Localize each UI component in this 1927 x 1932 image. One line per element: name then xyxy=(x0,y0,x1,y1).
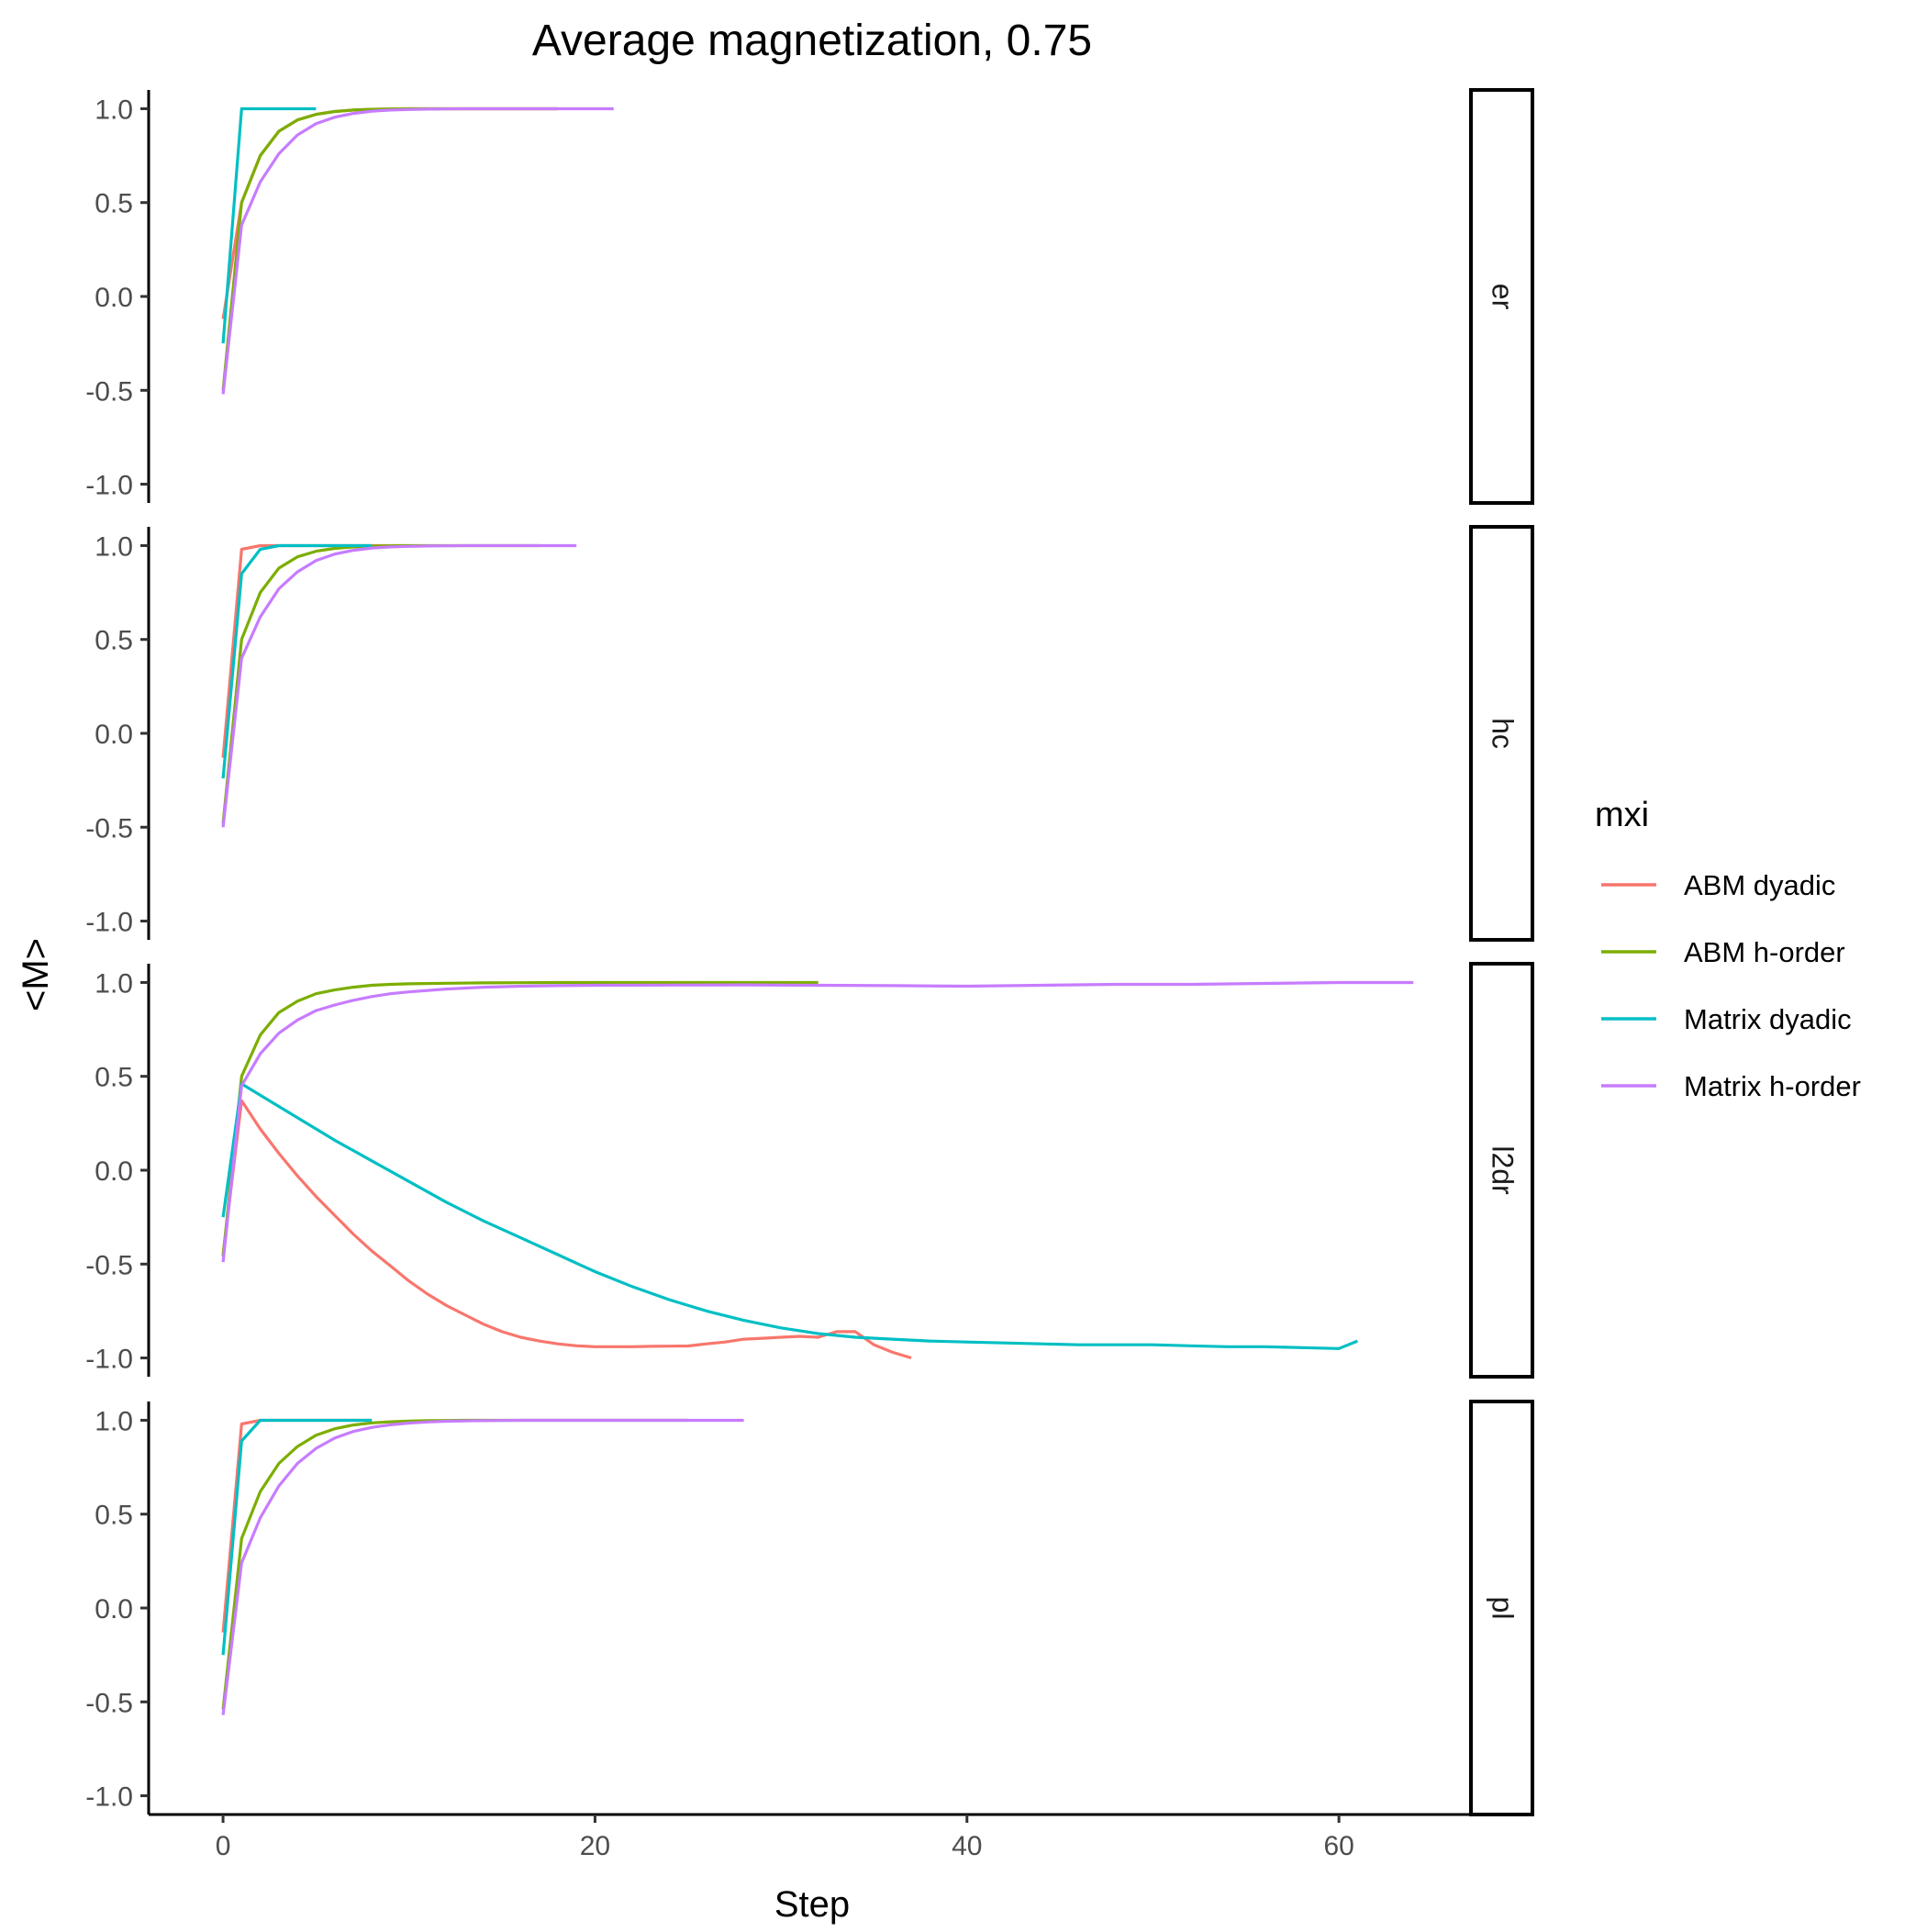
series-line-abm-h-order xyxy=(221,980,819,1257)
legend-label: ABM h-order xyxy=(1684,936,1845,968)
facet-strip-label: pl xyxy=(1487,1597,1520,1620)
y-tick-label: 1.0 xyxy=(95,1406,133,1436)
series-line-matrix-h-order xyxy=(221,980,1414,1263)
series-line-matrix-dyadic xyxy=(221,1082,1358,1350)
y-tick-label: 0.5 xyxy=(95,626,133,656)
y-tick-label: -0.5 xyxy=(85,1250,133,1280)
legend-label: ABM dyadic xyxy=(1684,869,1835,901)
legend-title: mxi xyxy=(1595,796,1649,834)
x-tick-label: 0 xyxy=(216,1831,231,1861)
y-tick-label: 1.0 xyxy=(95,531,133,562)
y-tick-label: 0.5 xyxy=(95,189,133,219)
y-tick-label: 0.5 xyxy=(95,1063,133,1093)
y-tick-label: 0.0 xyxy=(95,283,133,313)
facet-panel-hc: -1.0 -0.5 0.0 0.5 1.0 hc xyxy=(85,525,1534,942)
legend-label: Matrix h-order xyxy=(1684,1070,1861,1102)
y-tick-label: -0.5 xyxy=(85,813,133,843)
series-line-matrix-h-order xyxy=(221,1418,744,1715)
chart-title: Average magnetization, 0.75 xyxy=(532,17,1092,65)
facet-panel-er: -1.0 -0.5 0.0 0.5 1.0 er xyxy=(85,88,1534,505)
facet-strip-label: hc xyxy=(1487,718,1520,749)
y-tick-label: 1.0 xyxy=(95,968,133,999)
facet-strip-label: l2dr xyxy=(1487,1145,1520,1195)
facet-strip-label: er xyxy=(1487,284,1520,310)
y-tick-label: 1.0 xyxy=(95,95,133,125)
y-tick-label: -1.0 xyxy=(85,908,133,938)
y-tick-label: -1.0 xyxy=(85,1782,133,1813)
y-tick-label: -0.5 xyxy=(85,376,133,407)
series-line-abm-h-order xyxy=(221,106,558,391)
y-axis-title: <M> xyxy=(16,938,56,1011)
y-tick-label: -0.5 xyxy=(85,1688,133,1718)
series-line-abm-dyadic xyxy=(221,1099,912,1360)
series-line-matrix-dyadic xyxy=(221,1418,373,1656)
facet-strip xyxy=(1469,1400,1534,1816)
y-tick-label: 0.0 xyxy=(95,720,133,750)
facet-panel-pl: -1.0 -0.5 0.0 0.5 1.0 pl xyxy=(85,1400,1534,1816)
series-line-abm-h-order xyxy=(221,1418,688,1710)
x-tick-label: 20 xyxy=(580,1831,610,1861)
legend: mxi ABM dyadic ABM h-order Matrix dyadic Ma… xyxy=(1595,796,1861,1102)
series-line-abm-h-order xyxy=(221,543,540,824)
y-tick-label: 0.5 xyxy=(95,1501,133,1531)
x-axis-title: Step xyxy=(774,1884,850,1925)
y-tick-label: 0.0 xyxy=(95,1156,133,1187)
facet-strip xyxy=(1469,525,1534,942)
facet-strip xyxy=(1469,962,1534,1379)
facet-strip xyxy=(1469,88,1534,505)
x-axis: 0 20 40 60 xyxy=(149,1813,1469,1861)
panels-layer: -1.0-0.50.00.51.0er-1.0-0.50.00.51.0hc-1… xyxy=(85,88,1534,1816)
facet-panel-l2dr: -1.0 -0.5 0.0 0.5 1.0 l2dr xyxy=(85,962,1534,1379)
y-tick-label: -1.0 xyxy=(85,471,133,501)
series-line-matrix-dyadic xyxy=(221,543,373,779)
series-line-matrix-h-order xyxy=(221,106,614,395)
legend-label: Matrix dyadic xyxy=(1684,1003,1852,1035)
series-line-matrix-dyadic xyxy=(221,106,317,344)
series-line-abm-dyadic xyxy=(221,543,409,758)
y-tick-label: 0.0 xyxy=(95,1594,133,1625)
y-tick-label: -1.0 xyxy=(85,1345,133,1375)
series-line-matrix-h-order xyxy=(221,543,577,828)
x-tick-label: 60 xyxy=(1323,1831,1353,1861)
x-tick-label: 40 xyxy=(952,1831,982,1861)
